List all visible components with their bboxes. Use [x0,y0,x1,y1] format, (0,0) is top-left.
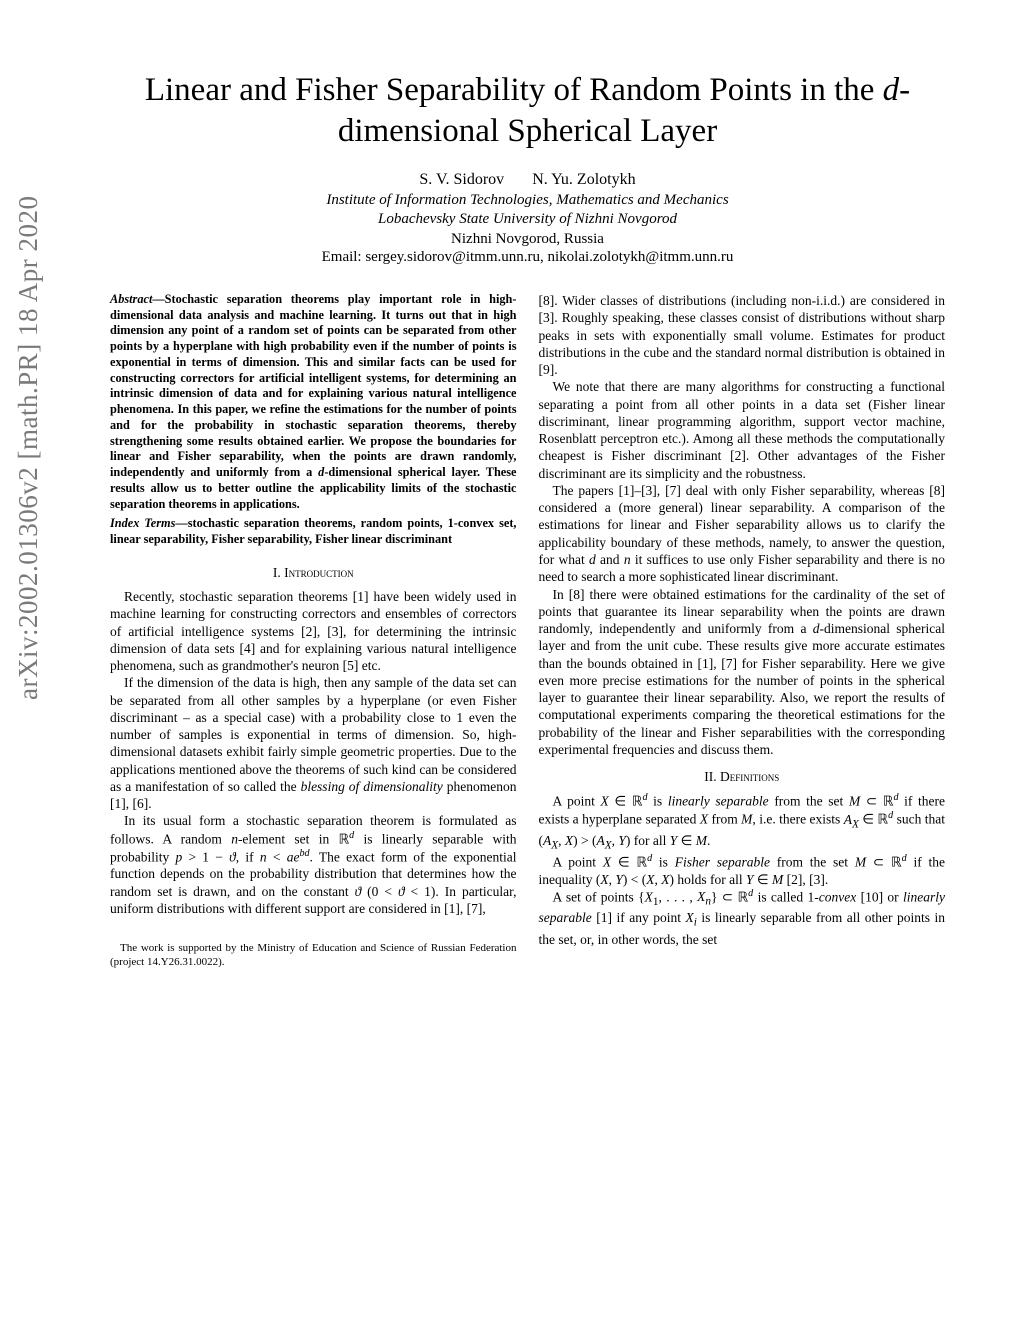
author-1: S. V. Sidorov [419,171,504,188]
body-columns: Abstract—Stochastic separation theorems … [110,292,945,969]
section-2-heading: II. Definitions [539,768,946,785]
intro-para-5: We note that there are many algorithms f… [539,378,946,482]
intro-para-6: The papers [1]–[3], [7] deal with only F… [539,482,946,586]
abstract-label: Abstract [110,292,152,306]
arxiv-stamp: arXiv:2002.01306v2 [math.PR] 18 Apr 2020 [13,196,44,700]
intro-para-4: [8]. Wider classes of distributions (inc… [539,292,946,378]
defs-para-3: A set of points {X1, . . . , Xn} ⊂ ℝd is… [539,888,946,948]
intro-para-7: In [8] there were obtained estimations f… [539,586,946,759]
footnote: The work is supported by the Ministry of… [110,941,517,969]
email-line: Email: sergey.sidorov@itmm.unn.ru, nikol… [110,249,945,266]
defs-para-1: A point X ∈ ℝd is linearly separable fro… [539,792,946,852]
abstract-block: Abstract—Stochastic separation theorems … [110,292,517,512]
intro-para-2: If the dimension of the data is high, th… [110,674,517,812]
intro-para-3: In its usual form a stochastic separatio… [110,812,517,917]
index-terms-label: Index Terms [110,516,175,530]
authors-line: S. V. Sidorov N. Yu. Zolotykh [110,171,945,189]
abstract-text: —Stochastic separation theorems play imp… [110,292,517,511]
affiliation-line-2: Lobachevsky State University of Nizhni N… [110,210,945,230]
intro-para-1: Recently, stochastic separation theorems… [110,588,517,674]
section-1-heading: I. Introduction [110,564,517,581]
defs-para-2: A point X ∈ ℝd is Fisher separable from … [539,853,946,888]
affiliation-line-1: Institute of Information Technologies, M… [110,191,945,211]
page-content: Linear and Fisher Separability of Random… [0,0,1020,1320]
paper-title: Linear and Fisher Separability of Random… [110,70,945,153]
author-2: N. Yu. Zolotykh [532,171,635,188]
affiliation-line-3: Nizhni Novgorod, Russia [110,230,945,250]
index-terms-block: Index Terms—stochastic separation theore… [110,516,517,547]
